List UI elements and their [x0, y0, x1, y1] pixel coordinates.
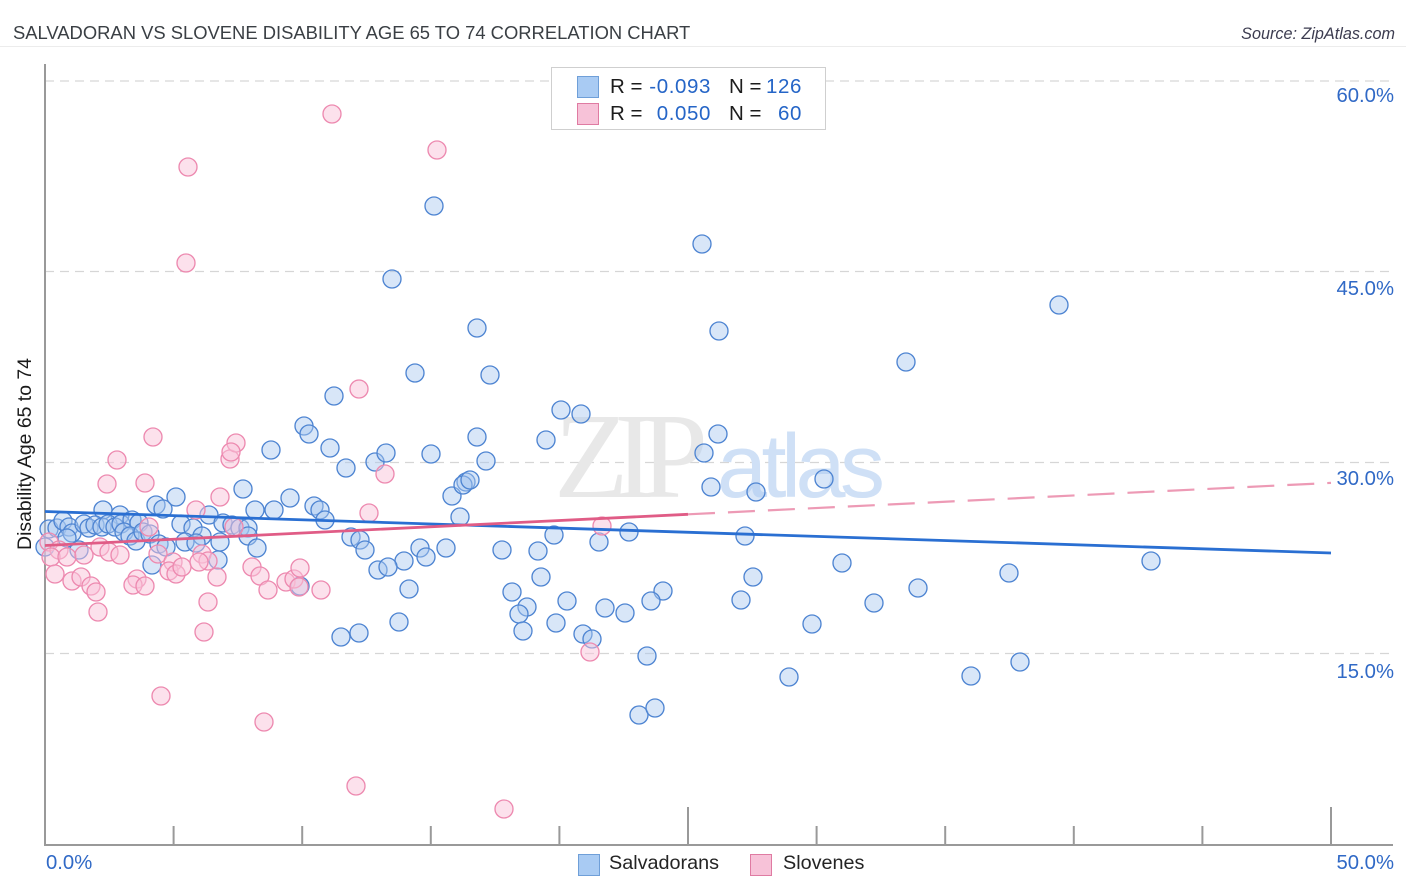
svg-text:atlas: atlas [717, 417, 885, 517]
svg-text:ZIP: ZIP [554, 389, 708, 524]
